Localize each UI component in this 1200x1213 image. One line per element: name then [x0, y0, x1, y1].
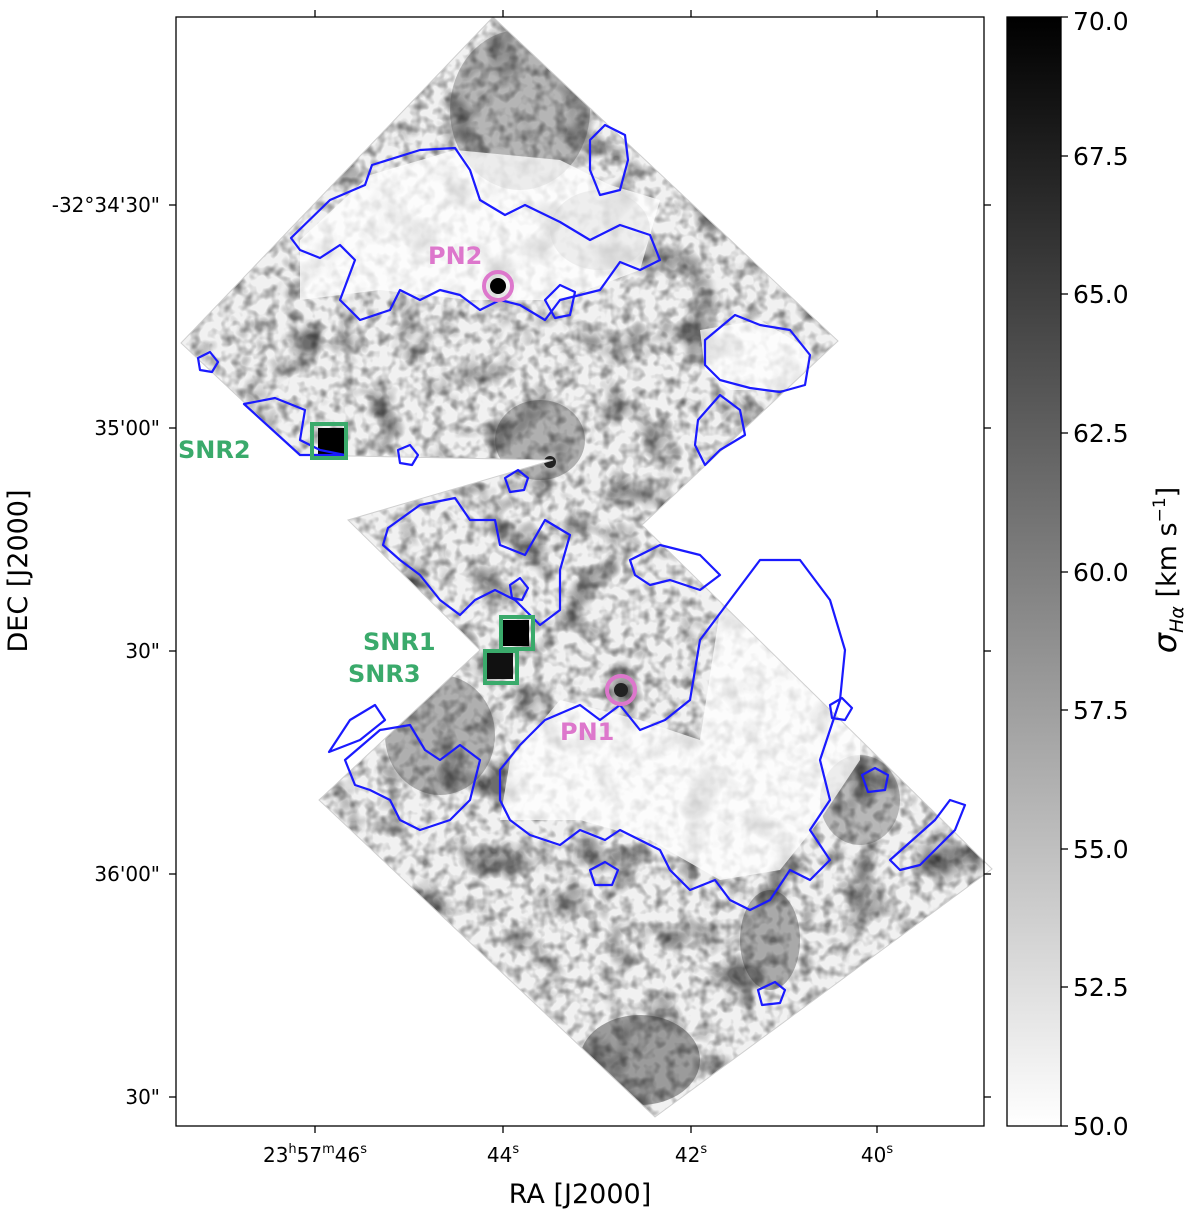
snr3-label: SNR3	[348, 660, 421, 688]
contour-blob-s1	[756, 980, 787, 1007]
cb-tick-6: 65.0	[1073, 280, 1129, 309]
y-tick-label-5: 30"	[125, 1085, 160, 1109]
snr3-box	[483, 649, 519, 685]
cb-tick-4: 60.0	[1073, 558, 1129, 587]
x-tick-label-4: 40s	[861, 1142, 893, 1167]
snr-markers	[310, 422, 535, 685]
contour-right-lobe	[703, 313, 812, 394]
y-tick-label-1: -32°34'30"	[52, 193, 160, 217]
x-tick-label-1: 23h57m46s	[263, 1142, 367, 1167]
cb-tick-3: 57.5	[1073, 696, 1129, 725]
pn2-circle	[482, 270, 514, 302]
contour-blob-c2	[396, 443, 420, 467]
cb-tick-0: 50.0	[1073, 1112, 1129, 1141]
colorbar	[1006, 16, 1062, 1127]
contour-north	[289, 146, 662, 322]
contour-blob-r2	[828, 696, 854, 722]
snr2-box	[310, 422, 348, 460]
colorbar-ticks	[1061, 16, 1068, 1127]
x-tick-label-2: 44s	[487, 1142, 519, 1167]
contour-lower-left	[343, 723, 482, 832]
contour-upper-right	[588, 123, 630, 197]
contour-blob-r1	[860, 766, 890, 794]
y-tick-label-4: 36'00"	[94, 862, 160, 886]
y-axis-title: DEC [J2000]	[3, 489, 34, 652]
x-axis-title: RA [J2000]	[509, 1179, 651, 1210]
contour-pn2-blob	[543, 283, 577, 320]
contour-blob-c1	[503, 468, 530, 494]
axes-frame	[175, 16, 985, 1127]
y-tick-label-2: 35'00"	[94, 416, 160, 440]
contour-left-blob	[196, 350, 220, 374]
contour-mid-right	[693, 393, 747, 467]
contour-south-main	[498, 558, 847, 912]
y-tick-label-3: 30"	[125, 639, 160, 663]
contour-center-top	[381, 496, 572, 627]
contour-blob-c3	[508, 576, 530, 602]
contour-blob-s2	[588, 860, 620, 887]
x-tick-label-3: 42s	[675, 1142, 707, 1167]
cb-tick-2: 55.0	[1073, 835, 1129, 864]
pn-markers	[482, 270, 637, 706]
pn1-circle	[605, 674, 637, 706]
cb-tick-8: 70.0	[1073, 7, 1129, 36]
contour-sw-edge	[327, 703, 387, 754]
snr2-label: SNR2	[178, 436, 251, 464]
cb-tick-1: 52.5	[1073, 973, 1129, 1002]
y-axis	[169, 204, 991, 1098]
hii-contours	[196, 123, 967, 1007]
snr1-label: SNR1	[363, 628, 436, 656]
contour-south-right	[628, 543, 722, 592]
cb-tick-5: 62.5	[1073, 419, 1129, 448]
pn2-label: PN2	[428, 242, 482, 270]
x-axis	[314, 10, 878, 1133]
pn1-label: PN1	[560, 718, 614, 746]
colorbar-label: σHα [km s−1]	[1146, 487, 1188, 653]
contour-far-right	[888, 798, 967, 872]
cb-tick-7: 67.5	[1073, 142, 1129, 171]
